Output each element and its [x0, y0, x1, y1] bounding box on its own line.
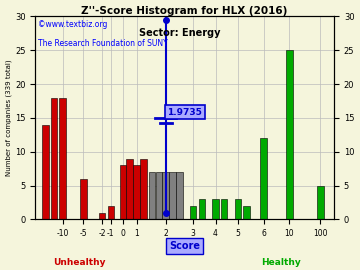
Bar: [99, 213, 105, 220]
Bar: [286, 50, 293, 220]
Bar: [317, 185, 324, 220]
Bar: [126, 158, 133, 220]
Bar: [221, 199, 228, 220]
Bar: [108, 206, 114, 220]
Bar: [199, 199, 205, 220]
Bar: [190, 206, 197, 220]
Bar: [133, 165, 140, 220]
Bar: [212, 199, 219, 220]
Bar: [169, 172, 176, 220]
Bar: [59, 97, 66, 220]
Bar: [140, 158, 147, 220]
Bar: [149, 172, 155, 220]
Bar: [156, 172, 162, 220]
Bar: [80, 179, 86, 220]
Bar: [235, 199, 241, 220]
Text: The Research Foundation of SUNY: The Research Foundation of SUNY: [38, 39, 168, 48]
X-axis label: Score: Score: [169, 241, 200, 251]
Bar: [260, 138, 267, 220]
Y-axis label: Number of companies (339 total): Number of companies (339 total): [5, 60, 12, 176]
Bar: [120, 165, 126, 220]
Bar: [51, 97, 57, 220]
Text: Healthy: Healthy: [261, 258, 301, 267]
Bar: [243, 206, 250, 220]
Text: Sector: Energy: Sector: Energy: [139, 28, 221, 38]
Text: Unhealthy: Unhealthy: [53, 258, 105, 267]
Bar: [42, 125, 49, 220]
Text: 1.9735: 1.9735: [167, 107, 202, 117]
Bar: [162, 172, 169, 220]
Bar: [176, 172, 183, 220]
Text: ©www.textbiz.org: ©www.textbiz.org: [38, 21, 108, 29]
Title: Z''-Score Histogram for HLX (2016): Z''-Score Histogram for HLX (2016): [81, 6, 288, 16]
